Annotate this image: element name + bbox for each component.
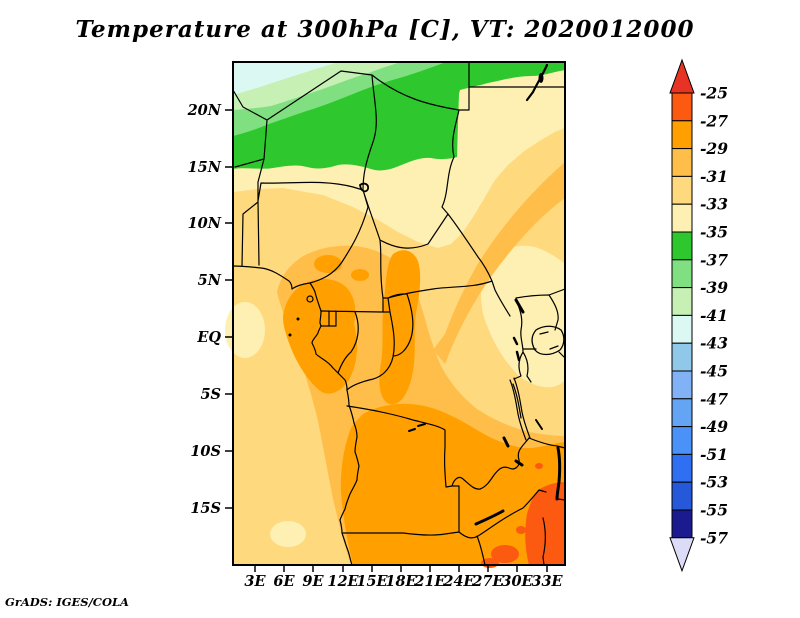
lake-tanganyika bbox=[509, 377, 531, 441]
x-tick-label-21E: 21E bbox=[413, 573, 446, 590]
lake-albert bbox=[514, 298, 525, 314]
lake-rukwa bbox=[535, 419, 543, 430]
lake-bangweulu bbox=[514, 459, 524, 467]
colorbar-arrow-top bbox=[669, 58, 695, 94]
colorbar-segment--25-to--27 bbox=[671, 92, 693, 122]
contour-region-minus27-29-cameroon bbox=[351, 269, 369, 281]
lake-chad bbox=[359, 182, 370, 193]
lake-edward bbox=[512, 336, 519, 346]
colorbar-segment--41-to--43 bbox=[671, 314, 693, 344]
x-tick-label-18E: 18E bbox=[385, 573, 417, 590]
colorbar-label--27: -27 bbox=[700, 111, 728, 130]
colorbar-label--39: -39 bbox=[700, 278, 728, 297]
coastline-gulf-of-guinea-atlantic bbox=[232, 265, 360, 566]
contour-region-minus25-27-speck2 bbox=[516, 526, 526, 534]
colorbar-segment--35-to--37 bbox=[671, 231, 693, 261]
contour-region-minus25-27-speck1 bbox=[535, 463, 543, 469]
contour-region-minus27-29-s-nigeria bbox=[314, 255, 342, 273]
colorbar-label--51: -51 bbox=[700, 445, 728, 464]
colorbar-label--49: -49 bbox=[700, 417, 728, 436]
x-tick-label-3E: 3E bbox=[244, 573, 266, 590]
borders-north-africa bbox=[232, 61, 566, 267]
y-tick-label-EQ: EQ bbox=[196, 329, 221, 346]
contour-region-minus33-35-atlantic-sw bbox=[270, 521, 306, 547]
y-tick-label-5N: 5N bbox=[198, 272, 222, 289]
x-tick-label-27E: 27E bbox=[471, 573, 504, 590]
lake-mweru bbox=[502, 436, 510, 448]
lake-kivu bbox=[515, 350, 521, 362]
colorbar-label--33: -33 bbox=[700, 195, 728, 214]
colorbar-label--35: -35 bbox=[700, 223, 728, 242]
bioko-island bbox=[306, 295, 314, 303]
borders-east-africa bbox=[513, 294, 566, 383]
zambia-small-lakes bbox=[408, 423, 426, 432]
lake-malawi bbox=[555, 446, 562, 501]
colorbar-label--41: -41 bbox=[700, 306, 728, 325]
map-frame bbox=[232, 61, 566, 566]
lake-nasser bbox=[538, 73, 544, 83]
y-tick-label-20N: 20N bbox=[187, 102, 222, 119]
lake-kariba bbox=[474, 509, 505, 526]
x-tick-label-24E: 24E bbox=[442, 573, 475, 590]
contour-region-minus27-29-gabon-congo bbox=[283, 278, 358, 394]
x-tick-label-9E: 9E bbox=[302, 573, 324, 590]
colorbar-segment--27-to--29 bbox=[671, 120, 693, 150]
contour-region-minus25-27-zimbabwe bbox=[491, 545, 519, 563]
y-axis: 20N 15N 10N 5N EQ 5S 10S 15S bbox=[187, 102, 233, 517]
colorbar-segment--49-to--51 bbox=[671, 426, 693, 455]
attribution-label: GrADS: IGES/COLA bbox=[5, 595, 129, 609]
x-tick-label-15E: 15E bbox=[356, 573, 388, 590]
colorbar-segment--43-to--45 bbox=[671, 342, 693, 372]
colorbar-segment--39-to--41 bbox=[671, 287, 693, 316]
colorbar: -25 -27 -29 -31 -33 -35 -37 -39 -41 -43 -45 -47 -49 -… bbox=[669, 58, 728, 573]
contour-region-minus25-27-mozambique bbox=[525, 482, 565, 565]
colorbar-segment--37-to--39 bbox=[671, 259, 693, 289]
x-tick-label-12E: 12E bbox=[327, 573, 359, 590]
colorbar-segment--55-to--57 bbox=[671, 509, 693, 539]
principe-island bbox=[296, 317, 300, 321]
colorbar-label--57: -57 bbox=[700, 528, 728, 547]
borders-west-central-africa bbox=[309, 189, 566, 391]
contour-region-minus33-35-east-africa bbox=[480, 245, 565, 388]
x-tick-label-6E: 6E bbox=[273, 573, 295, 590]
y-tick-label-15S: 15S bbox=[190, 500, 221, 517]
map-plot bbox=[225, 61, 566, 568]
lake-victoria bbox=[531, 325, 565, 356]
y-tick-label-10S: 10S bbox=[190, 443, 221, 460]
colorbar-label--45: -45 bbox=[700, 362, 728, 381]
colorbar-arrow-bottom bbox=[669, 537, 695, 573]
borders-southern-africa bbox=[341, 405, 566, 566]
colorbar-segment--45-to--47 bbox=[671, 370, 693, 400]
x-tick-label-33E: 33E bbox=[531, 573, 563, 590]
country-borders bbox=[232, 61, 566, 566]
colorbar-label--43: -43 bbox=[700, 334, 728, 353]
colorbar-segment--29-to--31 bbox=[671, 148, 693, 177]
y-tick-label-10N: 10N bbox=[188, 215, 222, 232]
colorbar-label--47: -47 bbox=[700, 389, 728, 408]
contour-region-minus33-35-atlantic-eq bbox=[225, 302, 265, 358]
y-tick-label-5S: 5S bbox=[200, 386, 221, 403]
colorbar-segment--31-to--33 bbox=[671, 175, 693, 205]
lakes-rivers bbox=[288, 63, 565, 526]
contour-fills bbox=[225, 62, 565, 568]
colorbar-label--53: -53 bbox=[700, 473, 728, 492]
colorbar-segment--47-to--49 bbox=[671, 398, 693, 428]
contour-region-minus29-31-ne-band bbox=[433, 162, 565, 364]
colorbar-segment--53-to--55 bbox=[671, 481, 693, 511]
colorbar-label--37: -37 bbox=[700, 250, 728, 269]
colorbar-segment--51-to--53 bbox=[671, 453, 693, 483]
x-tick-label-30E: 30E bbox=[501, 573, 533, 590]
colorbar-label--25: -25 bbox=[700, 84, 728, 103]
colorbar-label--55: -55 bbox=[700, 501, 728, 520]
colorbar-segment--33-to--35 bbox=[671, 203, 693, 233]
colorbar-label--29: -29 bbox=[700, 139, 728, 158]
y-tick-label-15N: 15N bbox=[188, 159, 222, 176]
plot-title: Temperature at 300hPa [C], VT: 202001200… bbox=[75, 16, 695, 43]
colorbar-label--31: -31 bbox=[700, 167, 728, 186]
sao-tome-island bbox=[288, 333, 292, 337]
contour-region-minus41-43-north-cyan bbox=[233, 62, 339, 95]
